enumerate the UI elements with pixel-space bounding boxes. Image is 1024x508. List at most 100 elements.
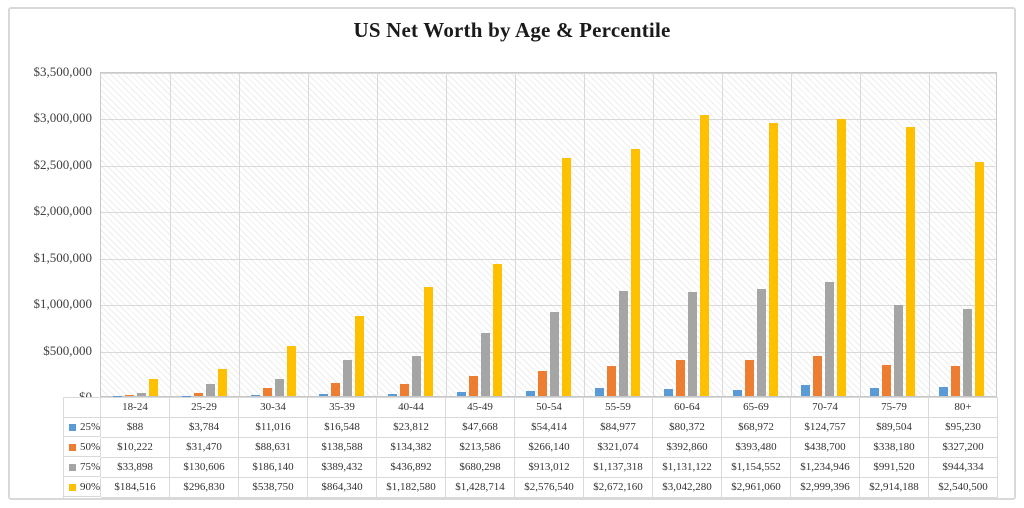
y-tick-label: $500,000 <box>43 342 92 358</box>
v-gridline <box>584 73 585 396</box>
v-gridline <box>239 73 240 396</box>
bar-group-35-39 <box>308 73 377 396</box>
category-label-25-29: 25-29 <box>170 398 239 418</box>
value-cell-75pct-65-69: $1,154,552 <box>722 458 791 478</box>
value-cell-90pct-70-74: $2,999,396 <box>791 478 860 498</box>
bar-group-30-34 <box>239 73 308 396</box>
y-axis-labels: $3,500,000 $3,000,000 $2,500,000 $2,000,000… <box>10 9 95 498</box>
bar-group-70-74 <box>789 73 858 396</box>
bar-90pct-45-49 <box>493 264 503 396</box>
bar-25pct-30-34 <box>250 394 260 396</box>
legend-label: 90% <box>80 480 101 493</box>
value-cell-75pct-40-44: $436,892 <box>377 458 446 478</box>
value-cell-25pct-18-24: $88 <box>101 418 170 438</box>
value-cell-25pct-40-44: $23,812 <box>377 418 446 438</box>
value-cell-25pct-60-64: $80,372 <box>653 418 722 438</box>
legend-label: 75% <box>80 460 101 473</box>
bar-25pct-55-59 <box>594 388 604 396</box>
bar-90pct-75-79 <box>906 127 916 396</box>
bar-group-55-59 <box>583 73 652 396</box>
legend-key-icon <box>69 423 76 431</box>
value-cell-90pct-18-24: $184,516 <box>101 478 170 498</box>
bar-90pct-70-74 <box>837 119 847 396</box>
bar-90pct-18-24 <box>148 378 158 396</box>
bar-group-75-79 <box>858 73 927 396</box>
value-cell-75pct-70-74: $1,234,946 <box>791 458 860 478</box>
y-tick-label: $1,500,000 <box>33 249 93 265</box>
bar-50pct-80+ <box>951 365 961 396</box>
category-label-45-49: 45-49 <box>446 398 515 418</box>
h-gridline <box>101 352 996 353</box>
bar-75pct-50-54 <box>549 311 559 396</box>
bar-75pct-25-29 <box>205 383 215 396</box>
value-cell-50pct-18-24: $10,222 <box>101 438 170 458</box>
category-label-35-39: 35-39 <box>308 398 377 418</box>
value-cell-50pct-50-54: $266,140 <box>515 438 584 458</box>
value-cell-50pct-70-74: $438,700 <box>791 438 860 458</box>
plot-area <box>100 72 997 397</box>
bar-90pct-35-39 <box>355 316 365 396</box>
bar-75pct-18-24 <box>136 392 146 396</box>
bar-90pct-25-29 <box>217 368 227 396</box>
bar-25pct-50-54 <box>525 390 535 396</box>
category-label-18-24: 18-24 <box>101 398 170 418</box>
legend-cell-75pct: 75% <box>64 458 101 477</box>
bar-25pct-60-64 <box>663 388 673 396</box>
legend-key-icon <box>69 483 76 491</box>
x-axis-line <box>101 396 996 397</box>
value-cell-50pct-80+: $327,200 <box>929 438 998 458</box>
legend-key-icon <box>69 463 76 471</box>
bar-90pct-55-59 <box>630 149 640 396</box>
value-cell-25pct-65-69: $68,972 <box>722 418 791 438</box>
bar-25pct-80+ <box>939 387 949 396</box>
bar-group-80+ <box>927 73 996 396</box>
bar-75pct-65-69 <box>756 289 766 396</box>
value-cell-75pct-18-24: $33,898 <box>101 458 170 478</box>
bar-50pct-55-59 <box>606 366 616 396</box>
bar-50pct-25-29 <box>193 393 203 396</box>
bar-75pct-40-44 <box>412 355 422 396</box>
bar-25pct-70-74 <box>801 384 811 396</box>
value-cell-90pct-75-79: $2,914,188 <box>860 478 929 498</box>
value-cell-50pct-55-59: $321,074 <box>584 438 653 458</box>
legend-label: 25% <box>80 420 101 433</box>
bar-75pct-60-64 <box>687 291 697 396</box>
value-cell-50pct-35-39: $138,588 <box>308 438 377 458</box>
h-gridline <box>101 259 996 260</box>
bar-90pct-60-64 <box>699 115 709 396</box>
value-cell-75pct-45-49: $680,298 <box>446 458 515 478</box>
value-cell-75pct-30-34: $186,140 <box>239 458 308 478</box>
bar-50pct-70-74 <box>813 355 823 396</box>
chart-title: US Net Worth by Age & Percentile <box>353 18 671 42</box>
value-cell-25pct-25-29: $3,784 <box>170 418 239 438</box>
v-gridline <box>791 73 792 396</box>
v-gridline <box>170 73 171 396</box>
value-cell-90pct-45-49: $1,428,714 <box>446 478 515 498</box>
legend-cell-25pct: 25% <box>64 418 101 437</box>
h-gridline <box>101 73 996 74</box>
bar-90pct-40-44 <box>424 286 434 396</box>
value-cell-50pct-40-44: $134,382 <box>377 438 446 458</box>
category-label-65-69: 65-69 <box>722 398 791 418</box>
y-tick-label: $2,000,000 <box>33 203 93 219</box>
y-tick-label: $1,000,000 <box>33 296 93 312</box>
value-cell-90pct-80+: $2,540,500 <box>929 478 998 498</box>
value-cell-25pct-70-74: $124,757 <box>791 418 860 438</box>
bar-group-65-69 <box>721 73 790 396</box>
bar-50pct-35-39 <box>331 383 341 396</box>
value-cell-50pct-45-49: $213,586 <box>446 438 515 458</box>
chart-card: US Net Worth by Age & Percentile $3,500,… <box>8 7 1016 500</box>
bar-75pct-35-39 <box>343 360 353 396</box>
value-cell-75pct-50-54: $913,012 <box>515 458 584 478</box>
category-label-30-34: 30-34 <box>239 398 308 418</box>
bar-75pct-75-79 <box>894 304 904 396</box>
bar-75pct-30-34 <box>274 378 284 396</box>
category-label-50-54: 50-54 <box>515 398 584 418</box>
bar-50pct-30-34 <box>262 387 272 396</box>
bar-90pct-50-54 <box>561 158 571 396</box>
value-cell-90pct-65-69: $2,961,060 <box>722 478 791 498</box>
value-cell-50pct-30-34: $88,631 <box>239 438 308 458</box>
y-tick-label: $3,000,000 <box>33 110 93 126</box>
category-label-40-44: 40-44 <box>377 398 446 418</box>
bar-25pct-35-39 <box>319 394 329 396</box>
